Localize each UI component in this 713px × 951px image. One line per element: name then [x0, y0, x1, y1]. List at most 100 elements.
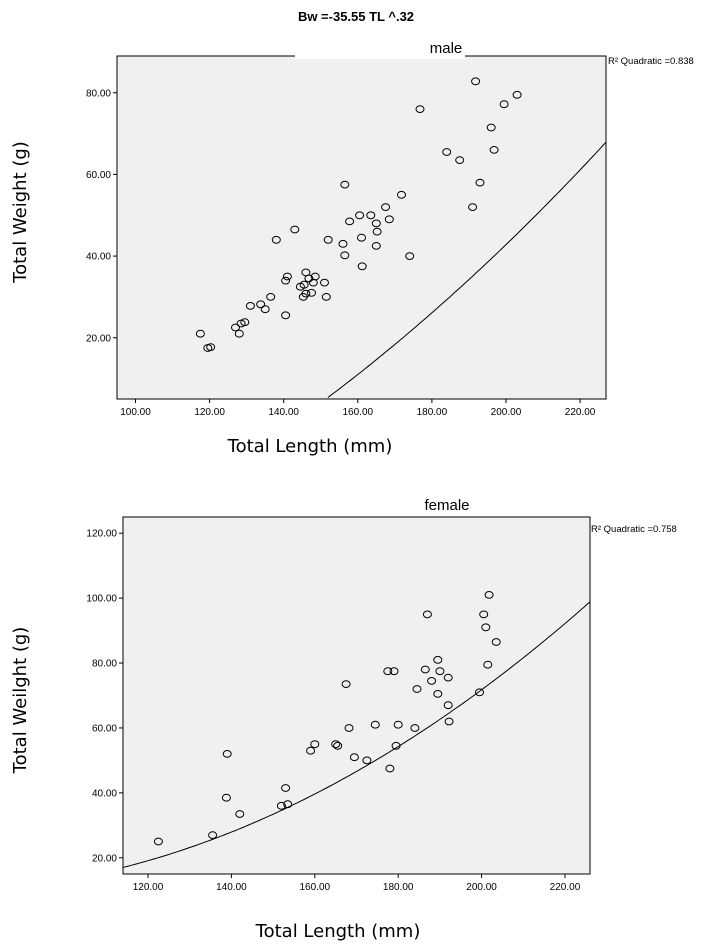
- x-tick-label: 140.00: [268, 407, 299, 418]
- data-point-male: [397, 190, 406, 199]
- data-point-female: [483, 660, 493, 669]
- y-tick-label: 40.00: [86, 252, 111, 263]
- plot-area: [116, 55, 607, 400]
- data-point-male: [512, 90, 522, 99]
- data-point-female: [153, 837, 163, 846]
- y-tick-label: 100.00: [86, 594, 117, 605]
- data-point-female: [362, 756, 372, 765]
- data-point-female: [208, 831, 218, 839]
- data-point-male: [321, 293, 331, 301]
- data-point-female: [443, 701, 453, 710]
- data-point-female: [410, 724, 420, 732]
- data-point-female: [349, 753, 359, 762]
- data-point-male: [340, 180, 350, 189]
- y-axis-label-male: Total Weight (g): [10, 141, 31, 284]
- chart-title-male: male: [430, 40, 463, 57]
- data-point-male: [371, 219, 381, 228]
- data-point-female: [433, 690, 443, 698]
- fit-curve-male: [327, 141, 607, 398]
- x-tick-label: 140.00: [216, 882, 247, 893]
- fit-curve-female: [122, 601, 591, 868]
- data-point-male: [340, 251, 350, 260]
- data-point-male: [310, 272, 320, 281]
- points-female: [153, 591, 501, 846]
- data-point-male: [357, 233, 366, 242]
- data-point-female: [222, 750, 232, 758]
- fit-label-male: R² Quadratic =0.838: [608, 56, 694, 67]
- data-point-female: [221, 793, 231, 802]
- data-point-male: [231, 323, 240, 332]
- data-point-female: [479, 610, 489, 619]
- x-tick-label: 220.00: [565, 407, 596, 418]
- title-backing: [295, 40, 465, 59]
- y-tick-label: 60.00: [92, 723, 117, 734]
- data-point-male: [320, 278, 329, 287]
- data-point-male: [299, 280, 309, 289]
- data-point-male: [282, 272, 292, 281]
- x-tick-label: 200.00: [491, 407, 522, 418]
- data-point-male: [355, 211, 365, 220]
- data-point-male: [234, 329, 244, 338]
- data-point-male: [206, 343, 216, 352]
- data-point-female: [433, 655, 443, 664]
- data-point-female: [420, 665, 430, 674]
- data-point-female: [306, 746, 316, 755]
- data-point-male: [345, 217, 355, 226]
- data-point-female: [276, 801, 286, 810]
- data-point-male: [489, 146, 499, 154]
- y-axis-male: 20.00 40.00 60.00 80.00: [86, 88, 117, 344]
- data-point-male: [442, 148, 452, 156]
- y-tick-label: 20.00: [92, 853, 117, 864]
- data-point-female: [281, 784, 291, 792]
- data-point-female: [389, 667, 399, 676]
- x-tick-label: 200.00: [466, 882, 497, 893]
- x-tick-label: 120.00: [194, 407, 225, 418]
- data-point-male: [366, 211, 376, 220]
- data-point-female: [344, 724, 354, 732]
- data-point-male: [455, 156, 465, 165]
- data-point-male: [260, 305, 270, 314]
- x-axis-label-male: Total Length (mm): [227, 436, 393, 457]
- y-tick-label: 20.00: [86, 333, 111, 344]
- data-point-male: [468, 203, 478, 212]
- x-axis-female: 120.00 140.00 160.00 180.00 200.00 220.00: [133, 874, 581, 893]
- data-point-male: [371, 242, 381, 250]
- data-point-male: [384, 215, 394, 224]
- x-tick-label: 180.00: [383, 882, 414, 893]
- data-point-male: [307, 288, 316, 297]
- data-point-female: [370, 720, 380, 729]
- x-tick-label: 180.00: [417, 407, 448, 418]
- x-axis-label-female: Total Length (mm): [255, 921, 421, 942]
- data-point-female: [341, 680, 351, 688]
- chart-title-female: female: [424, 497, 469, 514]
- data-point-female: [235, 810, 245, 818]
- x-tick-label: 160.00: [300, 882, 331, 893]
- data-point-male: [405, 252, 415, 261]
- female-chart-panel: female R² Quadratic =0.758 120.00 140.00 1…: [10, 497, 677, 942]
- data-point-female: [393, 720, 403, 729]
- data-point-male: [256, 300, 266, 309]
- data-point-female: [484, 591, 494, 599]
- points-male: [195, 77, 522, 352]
- data-point-female: [385, 764, 395, 773]
- y-axis-female: 20.00 40.00 60.00 80.00 100.00 120.00: [86, 529, 123, 864]
- plot-area: [122, 516, 591, 875]
- data-point-male: [471, 77, 481, 86]
- data-point-female: [427, 677, 437, 685]
- data-point-male: [372, 227, 382, 236]
- data-point-male: [266, 293, 276, 301]
- data-point-male: [281, 276, 291, 285]
- data-point-male: [415, 105, 425, 113]
- data-point-male: [281, 311, 291, 320]
- y-tick-label: 80.00: [86, 88, 111, 99]
- data-point-female: [435, 667, 445, 676]
- y-tick-label: 60.00: [86, 170, 111, 181]
- data-point-female: [383, 667, 393, 676]
- data-point-female: [443, 673, 453, 682]
- data-point-female: [412, 685, 422, 693]
- x-tick-label: 160.00: [342, 407, 373, 418]
- data-point-male: [195, 329, 205, 338]
- data-point-female: [310, 740, 320, 749]
- y-tick-label: 40.00: [92, 788, 117, 799]
